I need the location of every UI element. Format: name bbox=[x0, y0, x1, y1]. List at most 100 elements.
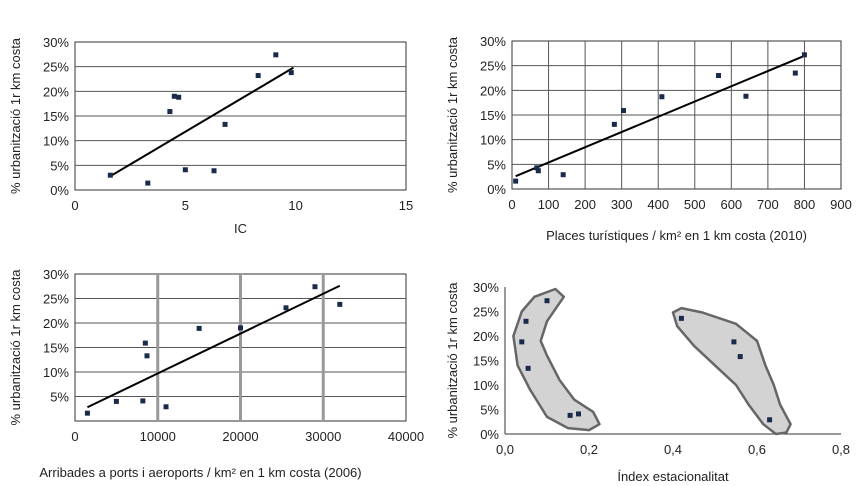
chart-arribades: 5% 10% 15% 20% 25% 30% 0 10000 20000 30000 40000 % … bbox=[8, 267, 424, 480]
y-tick-label: 10% bbox=[43, 134, 69, 149]
data-point bbox=[176, 94, 182, 100]
y-tick-label: 0% bbox=[50, 183, 69, 198]
x-tick-label: 0,4 bbox=[664, 442, 682, 457]
trendline bbox=[515, 54, 805, 178]
data-point bbox=[535, 168, 541, 174]
y-tick-label: 20% bbox=[43, 316, 69, 331]
x-tick-label: 40000 bbox=[388, 429, 424, 444]
data-point bbox=[273, 52, 279, 58]
y-axis-title: % urbanització 1r km costa bbox=[8, 269, 23, 426]
data-point bbox=[312, 284, 318, 290]
data-point bbox=[716, 73, 722, 79]
x-axis-title: Places turístiques / km² en 1 km costa (… bbox=[546, 228, 807, 243]
data-point bbox=[196, 325, 202, 331]
y-tick-label: 0% bbox=[480, 427, 499, 442]
data-point bbox=[113, 398, 119, 404]
y-tick-label: 30% bbox=[480, 34, 506, 49]
y-tick-label: 20% bbox=[43, 84, 69, 99]
data-point bbox=[737, 354, 743, 360]
data-point bbox=[167, 109, 173, 115]
x-axis-title: Índex estacionalitat bbox=[617, 469, 729, 484]
data-point bbox=[84, 410, 90, 416]
group-region-1 bbox=[512, 287, 601, 432]
x-tick-label: 0,2 bbox=[580, 442, 598, 457]
data-point bbox=[544, 298, 550, 304]
data-point bbox=[182, 167, 188, 173]
y-tick-label: 0% bbox=[487, 182, 506, 197]
x-tick-label: 0,0 bbox=[496, 442, 514, 457]
data-point bbox=[678, 315, 684, 321]
y-axis-title: % urbanització 1r km costa bbox=[8, 37, 23, 194]
y-axis-title: % urbanització 1r km costa bbox=[445, 282, 460, 439]
x-tick-label: 100 bbox=[538, 197, 560, 212]
x-tick-label: 300 bbox=[611, 197, 633, 212]
group-region-2 bbox=[671, 306, 792, 436]
data-point bbox=[144, 353, 150, 359]
y-tick-label: 15% bbox=[43, 109, 69, 124]
data-point bbox=[620, 108, 626, 114]
y-axis-title: % urbanització 1r km costa bbox=[445, 36, 460, 193]
data-point bbox=[163, 404, 169, 410]
x-axis-title: IC bbox=[234, 221, 247, 236]
x-tick-label: 20000 bbox=[222, 429, 258, 444]
y-tick-label: 5% bbox=[50, 158, 69, 173]
trendline bbox=[109, 66, 294, 178]
x-tick-label: 15 bbox=[399, 198, 413, 213]
data-point bbox=[288, 70, 294, 76]
data-point bbox=[140, 398, 146, 404]
trendline bbox=[86, 284, 341, 409]
y-tick-label: 10% bbox=[473, 378, 499, 393]
data-point bbox=[611, 121, 617, 127]
data-point bbox=[142, 340, 148, 346]
x-axis-title: Arribades a ports i aeroports / km² en 1… bbox=[39, 465, 361, 480]
data-point bbox=[107, 172, 113, 178]
data-point bbox=[659, 94, 665, 100]
data-point bbox=[792, 70, 798, 76]
y-tick-label: 10% bbox=[480, 133, 506, 148]
data-point bbox=[519, 339, 525, 345]
x-tick-label: 5 bbox=[182, 198, 189, 213]
data-point bbox=[801, 52, 807, 58]
data-point bbox=[238, 325, 243, 331]
x-tick-label: 0 bbox=[508, 197, 515, 212]
x-tick-label: 10000 bbox=[140, 429, 176, 444]
y-tick-label: 5% bbox=[50, 390, 69, 405]
x-tick-label: 200 bbox=[574, 197, 596, 212]
x-tick-label: 800 bbox=[794, 197, 816, 212]
data-point bbox=[145, 180, 151, 186]
data-point bbox=[560, 172, 566, 178]
data-point bbox=[171, 93, 177, 99]
x-tick-label: 600 bbox=[720, 197, 742, 212]
data-point bbox=[567, 412, 573, 418]
y-tick-label: 20% bbox=[480, 83, 506, 98]
y-tick-label: 30% bbox=[473, 280, 499, 295]
y-tick-label: 25% bbox=[43, 292, 69, 307]
data-point bbox=[222, 121, 228, 127]
chart-index-estacionalitat: 0% 5% 10% 15% 20% 25% 30% 0,0 0,2 0,4 0,6 0,8 % urba… bbox=[445, 280, 850, 484]
y-tick-label: 25% bbox=[480, 59, 506, 74]
data-point bbox=[255, 73, 261, 79]
y-tick-label: 30% bbox=[43, 267, 69, 282]
data-point bbox=[523, 318, 529, 324]
x-tick-label: 0 bbox=[71, 429, 78, 444]
y-tick-label: 5% bbox=[487, 157, 506, 172]
data-point bbox=[767, 417, 773, 423]
x-tick-label: 700 bbox=[757, 197, 779, 212]
data-point bbox=[211, 168, 217, 174]
y-tick-label: 15% bbox=[43, 341, 69, 356]
y-tick-label: 5% bbox=[480, 403, 499, 418]
y-tick-label: 25% bbox=[473, 305, 499, 320]
data-point bbox=[731, 339, 737, 345]
x-tick-label: 500 bbox=[684, 197, 706, 212]
data-point bbox=[743, 93, 749, 99]
x-tick-label: 10 bbox=[288, 198, 302, 213]
chart-ic: 0% 5% 10% 15% 20% 25% 30% 0 5 10 15 % urbanització … bbox=[8, 35, 413, 236]
x-tick-label: 0,6 bbox=[748, 442, 766, 457]
data-point bbox=[576, 411, 581, 417]
data-point bbox=[534, 165, 540, 171]
chart-places-turistiques: 0% 5% 10% 15% 20% 25% 30% 0 100 200 300 400 500 600 70… bbox=[445, 34, 852, 243]
x-tick-label: 900 bbox=[830, 197, 852, 212]
x-tick-label: 0,8 bbox=[832, 442, 850, 457]
y-tick-label: 15% bbox=[480, 108, 506, 123]
y-tick-label: 15% bbox=[473, 354, 499, 369]
